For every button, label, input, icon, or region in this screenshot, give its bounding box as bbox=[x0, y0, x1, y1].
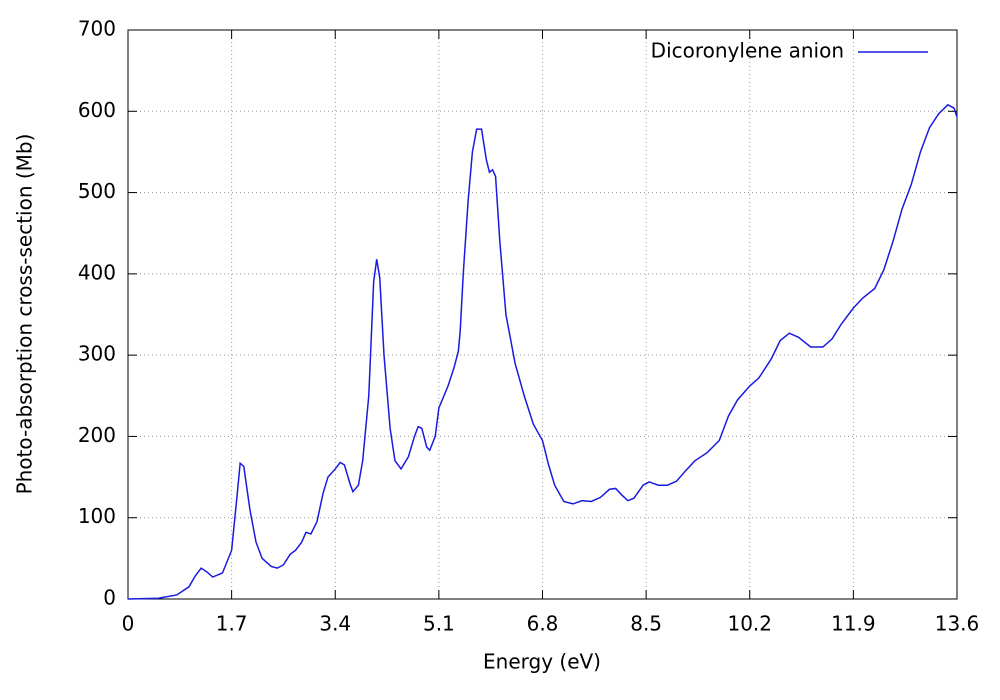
x-axis-label: Energy (eV) bbox=[483, 650, 601, 674]
x-tick-label: 5.1 bbox=[423, 612, 455, 636]
y-tick-label: 700 bbox=[78, 17, 116, 41]
x-tick-label: 6.8 bbox=[527, 612, 559, 636]
plot-frame bbox=[127, 29, 958, 600]
y-tick-label: 600 bbox=[78, 98, 116, 122]
y-axis-label: Photo-absorption cross-section (Mb) bbox=[13, 134, 37, 495]
x-tick-label: 1.7 bbox=[216, 612, 248, 636]
data-line bbox=[127, 103, 958, 600]
x-tick-label: 3.4 bbox=[319, 612, 351, 636]
x-tick-label: 10.2 bbox=[727, 612, 772, 636]
x-tick-label: 8.5 bbox=[630, 612, 662, 636]
y-tick-label: 0 bbox=[103, 586, 116, 610]
legend-label: Dicoronylene anion bbox=[651, 39, 844, 63]
y-tick-label: 100 bbox=[78, 504, 116, 528]
y-tick-label: 500 bbox=[78, 179, 116, 203]
x-tick-label: 13.6 bbox=[935, 612, 980, 636]
y-tick-label: 400 bbox=[78, 260, 116, 284]
y-tick-label: 300 bbox=[78, 342, 116, 366]
y-tick-label: 200 bbox=[78, 423, 116, 447]
x-tick-label: 11.9 bbox=[831, 612, 876, 636]
x-tick-label: 0 bbox=[122, 612, 135, 636]
